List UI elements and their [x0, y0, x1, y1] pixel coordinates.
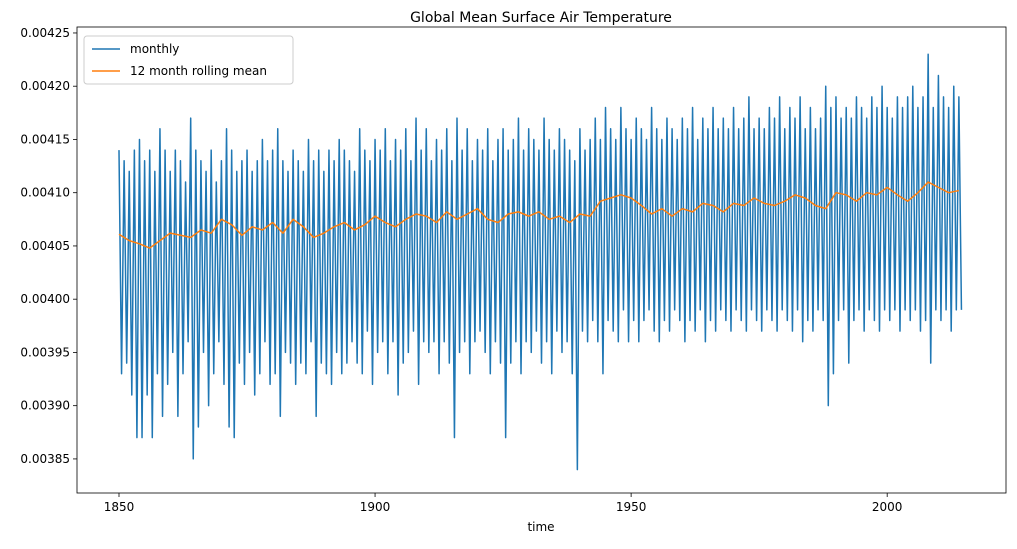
- x-tick-label: 2000: [872, 500, 903, 514]
- x-tick-label: 1950: [616, 500, 647, 514]
- x-tick-label: 1850: [104, 500, 135, 514]
- legend-box: [83, 35, 294, 85]
- y-tick-label: 0.00405: [20, 239, 70, 253]
- series-line: [118, 181, 960, 249]
- y-tick-label: 0.00415: [20, 132, 70, 146]
- y-tick-label: 0.00385: [20, 452, 70, 466]
- y-tick-label: 0.00400: [20, 292, 70, 306]
- legend-label: 12 month rolling mean: [130, 64, 267, 78]
- x-tick-label: 1900: [360, 500, 391, 514]
- y-tick-label: 0.00390: [20, 399, 70, 413]
- series-line: [118, 53, 963, 471]
- y-tick-label: 0.00425: [20, 26, 70, 40]
- y-tick-label: 0.00410: [20, 186, 70, 200]
- chart-title: Global Mean Surface Air Temperature: [410, 10, 672, 26]
- y-tick-label: 0.00420: [20, 79, 70, 93]
- legend-label: monthly: [130, 42, 179, 56]
- x-axis-label: time: [527, 520, 554, 534]
- plot-frame: [76, 26, 1007, 494]
- y-tick-label: 0.00395: [20, 345, 70, 359]
